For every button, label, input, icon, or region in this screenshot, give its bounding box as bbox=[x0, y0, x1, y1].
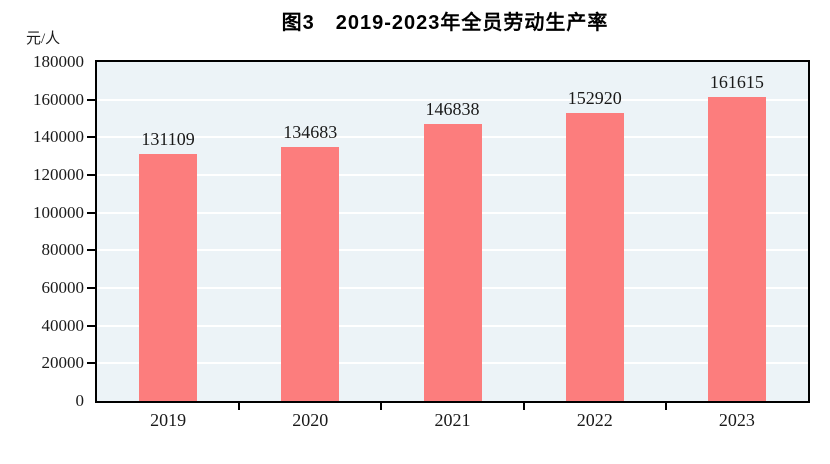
y-axis-unit-label: 元/人 bbox=[26, 31, 61, 47]
y-tick-label: 140000 bbox=[33, 127, 84, 147]
y-tick-label: 80000 bbox=[41, 240, 85, 260]
plot-area: 131109 134683 146838 152920 161615 bbox=[95, 60, 810, 403]
x-tick-label: 2019 bbox=[150, 410, 187, 430]
bar-value-label: 134683 bbox=[283, 122, 338, 143]
y-tick-mark bbox=[87, 362, 95, 365]
x-tick-label: 2021 bbox=[434, 410, 471, 430]
bar-value-label: 152920 bbox=[567, 88, 622, 109]
x-tick-label: 2022 bbox=[576, 410, 613, 430]
y-tick-mark bbox=[87, 174, 95, 176]
gridline bbox=[97, 98, 808, 101]
y-tick-mark bbox=[87, 98, 95, 101]
x-tick-mark bbox=[522, 403, 525, 410]
y-tick-label: 40000 bbox=[41, 315, 85, 335]
bar bbox=[707, 96, 766, 401]
x-tick-label: 2020 bbox=[292, 410, 329, 430]
y-tick-mark bbox=[87, 136, 95, 139]
x-tick-mark bbox=[664, 403, 667, 410]
bar bbox=[565, 113, 624, 401]
y-tick-label: 60000 bbox=[41, 278, 85, 297]
bar bbox=[281, 147, 340, 401]
bar bbox=[139, 154, 198, 401]
bar-value-label: 131109 bbox=[141, 129, 195, 150]
bar-value-label: 161615 bbox=[709, 71, 764, 92]
y-tick-label: 160000 bbox=[33, 89, 84, 109]
y-tick-label: 20000 bbox=[41, 353, 85, 373]
chart-title: 图3 2019-2023年全员劳动生产率 bbox=[281, 12, 609, 34]
y-tick-mark bbox=[87, 249, 95, 252]
bar-value-label: 146838 bbox=[425, 99, 480, 120]
y-tick-label: 180000 bbox=[33, 52, 84, 71]
bar bbox=[423, 124, 482, 401]
x-tick-mark bbox=[238, 403, 241, 410]
y-tick-mark bbox=[87, 287, 95, 289]
y-tick-label: 120000 bbox=[33, 165, 84, 184]
y-tick-label: 0 bbox=[75, 391, 85, 410]
x-tick-label: 2023 bbox=[718, 410, 755, 430]
y-tick-mark bbox=[87, 324, 95, 327]
y-tick-mark bbox=[87, 211, 95, 214]
y-tick-label: 100000 bbox=[33, 202, 84, 222]
x-tick-mark bbox=[380, 403, 383, 410]
